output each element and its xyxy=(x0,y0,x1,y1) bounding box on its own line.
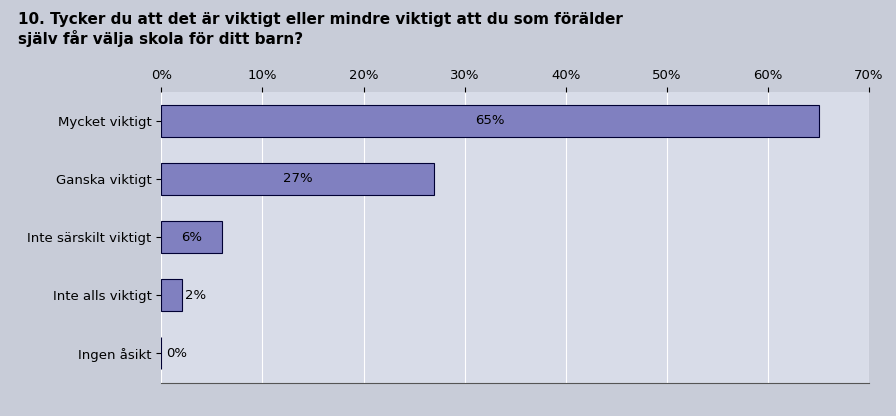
Text: 0%: 0% xyxy=(167,347,187,360)
Text: 10. Tycker du att det är viktigt eller mindre viktigt att du som förälder
själv : 10. Tycker du att det är viktigt eller m… xyxy=(18,12,623,47)
Text: 65%: 65% xyxy=(475,114,504,127)
Bar xyxy=(161,279,182,311)
Bar xyxy=(161,221,222,253)
Bar xyxy=(161,163,435,195)
Text: 6%: 6% xyxy=(181,230,202,244)
Text: 2%: 2% xyxy=(185,289,206,302)
Bar xyxy=(161,105,819,137)
Text: 27%: 27% xyxy=(283,173,313,186)
